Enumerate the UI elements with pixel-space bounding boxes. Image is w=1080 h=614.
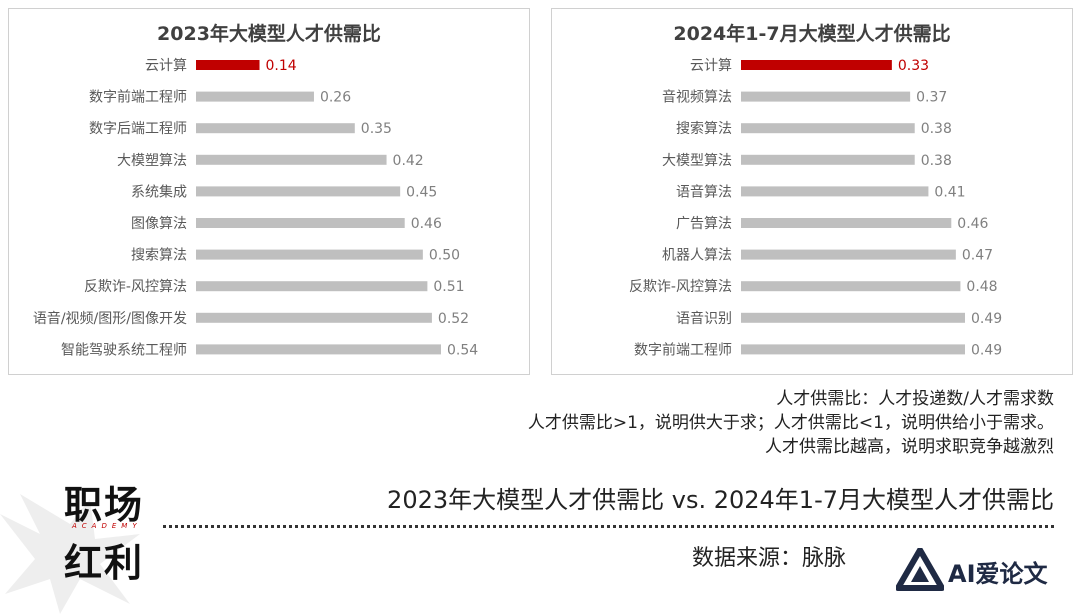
bar — [741, 281, 961, 292]
category-label: 图像算法 — [131, 216, 187, 232]
category-label: 反欺诈-风控算法 — [84, 279, 187, 295]
note-line-3: 人才供需比越高，说明求职竞争越激烈 — [765, 437, 1054, 457]
category-label: 云计算 — [690, 58, 732, 74]
value-label: 0.48 — [966, 279, 997, 295]
bar — [196, 312, 432, 323]
bar — [741, 154, 915, 165]
category-label: 反欺诈-风控算法 — [629, 279, 732, 295]
bar — [741, 218, 952, 228]
category-label: 搜索算法 — [131, 247, 187, 264]
category-label: 数字后端工程师 — [89, 121, 187, 137]
value-label: 0.46 — [411, 216, 442, 232]
value-label: 0.49 — [971, 311, 1002, 327]
bar — [741, 312, 965, 323]
value-label: 0.37 — [916, 90, 947, 106]
value-label: 0.52 — [438, 311, 469, 327]
bar — [741, 91, 911, 102]
bar — [741, 123, 915, 134]
value-label: 0.46 — [957, 216, 988, 232]
category-label: 智能驾驶系统工程师 — [61, 342, 187, 358]
bar-chart-2023: 云计算 0.14 数字前端工程师 0.26 数字后端工程师 0.35 大模塑算法 0.42 系统… — [33, 58, 478, 358]
category-label: 系统集成 — [131, 183, 187, 200]
category-label: 大模塑算法 — [117, 153, 187, 169]
note-line-2: 人才供需比>1，说明供大于求；人才供需比<1，说明供给小于需求。 — [527, 413, 1054, 433]
bar — [741, 344, 965, 355]
category-label: 大模型算法 — [662, 153, 732, 169]
value-label: 0.45 — [406, 184, 437, 200]
value-label: 0.51 — [433, 279, 464, 295]
logo-subtext: ACADEMY — [72, 522, 142, 530]
value-label: 0.49 — [971, 342, 1002, 358]
category-label: 数字前端工程师 — [89, 89, 187, 106]
definition-notes: 人才供需比：人才投递数/人才需求数 人才供需比>1，说明供大于求；人才供需比<1… — [528, 387, 1054, 459]
bar — [741, 186, 929, 197]
value-label: 0.33 — [898, 58, 929, 74]
category-label: 音视频算法 — [662, 89, 732, 106]
value-label: 0.38 — [921, 153, 952, 169]
watermark: AI爱论文 — [896, 548, 1072, 592]
watermark-logo-icon — [896, 548, 944, 591]
value-label: 0.54 — [447, 342, 478, 358]
category-label: 机器人算法 — [662, 248, 732, 264]
value-label: 0.38 — [921, 121, 952, 137]
category-label: 语音/视频/图形/图像开发 — [33, 310, 187, 327]
bar — [741, 249, 956, 260]
value-label: 0.35 — [361, 121, 392, 137]
bar — [196, 123, 355, 134]
value-label: 0.14 — [266, 58, 297, 74]
value-label: 0.42 — [393, 153, 424, 169]
value-label: 0.47 — [962, 248, 993, 264]
category-label: 语音算法 — [676, 183, 732, 200]
dotted-divider — [163, 525, 1054, 528]
logo-text-line2: 红利 — [64, 541, 145, 585]
bar — [196, 154, 387, 165]
bar — [196, 281, 428, 292]
comparison-subtitle: 2023年大模型人才供需比 vs. 2024年1-7月大模型人才供需比 — [387, 486, 1054, 514]
category-label: 搜索算法 — [676, 120, 732, 137]
brand-logo: 职场 ACADEMY 红利 — [0, 474, 160, 614]
chart-panel-2023: 2023年大模型人才供需比 云计算 0.14 数字前端工程师 0.26 数字后端工程师 0… — [8, 8, 530, 375]
bar-highlight — [196, 60, 260, 70]
note-line-1: 人才供需比：人才投递数/人才需求数 — [776, 389, 1054, 409]
value-label: 0.41 — [934, 184, 965, 200]
bar — [196, 218, 405, 228]
category-label: 广告算法 — [676, 216, 732, 232]
category-label: 数字前端工程师 — [634, 341, 732, 358]
bar — [196, 91, 314, 102]
value-label: 0.26 — [320, 90, 351, 106]
category-label: 云计算 — [145, 58, 187, 74]
value-label: 0.50 — [429, 248, 460, 264]
bar — [196, 186, 401, 197]
bar — [196, 344, 441, 355]
chart-title-2023: 2023年大模型人才供需比 — [157, 23, 381, 45]
chart-title-2024: 2024年1-7月大模型人才供需比 — [673, 23, 951, 45]
watermark-text: AI爱论文 — [948, 560, 1048, 588]
bar-highlight — [741, 60, 892, 70]
logo-text-line1: 职场 — [64, 483, 145, 527]
bar — [196, 249, 423, 260]
chart-panel-2024: 2024年1-7月大模型人才供需比 云计算 0.33 音视频算法 0.37 搜索算法 0.… — [551, 8, 1073, 375]
category-label: 语音识别 — [676, 310, 732, 327]
logo-burst-shape — [0, 494, 140, 614]
bar-chart-2024: 云计算 0.33 音视频算法 0.37 搜索算法 0.38 大模型算法 0.38 语音算法 0.4… — [629, 58, 1002, 358]
data-source: 数据来源：脉脉 — [692, 546, 847, 571]
